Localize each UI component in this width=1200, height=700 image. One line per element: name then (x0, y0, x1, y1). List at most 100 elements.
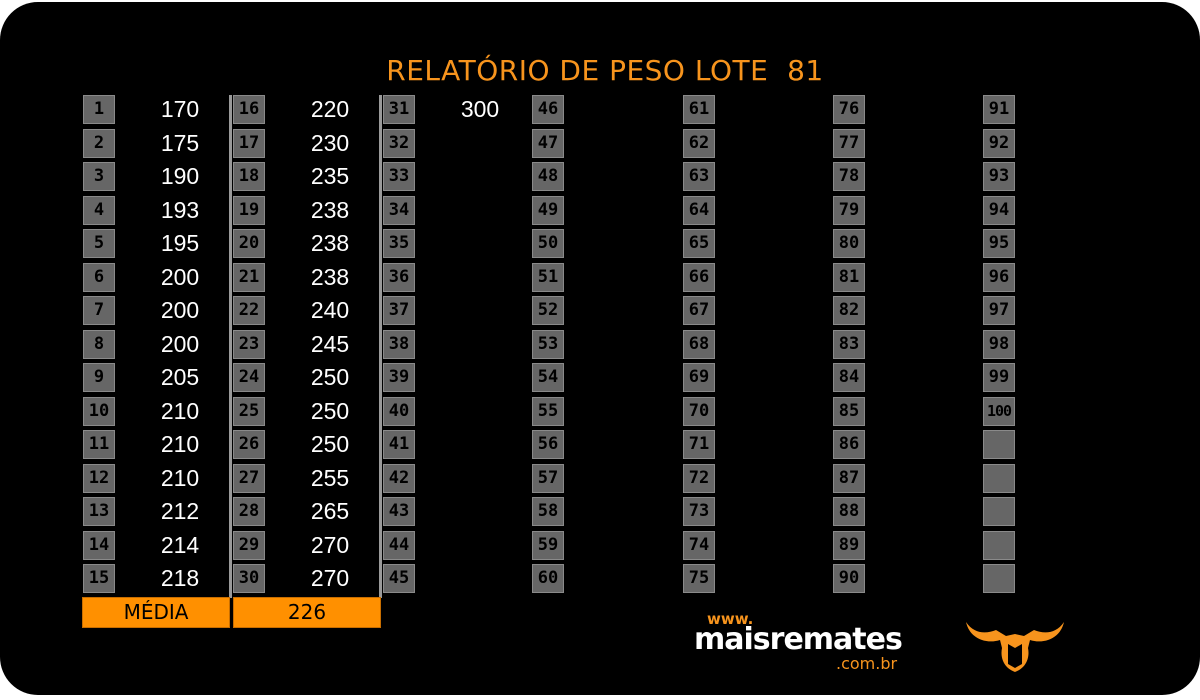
animal-number-cell: 76 (833, 95, 865, 124)
animal-number-cell: 74 (683, 530, 715, 560)
animal-weight: 240 (310, 297, 350, 323)
animal-number-cell: 91 (983, 95, 1015, 124)
animal-weight: 238 (310, 196, 350, 223)
animal-weight: 193 (160, 196, 200, 223)
animal-number-cell: 29 (233, 530, 265, 560)
animal-number-cell: 8 (83, 329, 115, 359)
animal-weight: 238 (310, 230, 350, 256)
animal-weight: 210 (160, 464, 200, 491)
animal-number-cell: 72 (683, 463, 715, 493)
animal-number-cell: 19 (233, 195, 265, 225)
animal-number-cell: 32 (383, 128, 415, 158)
animal-number-cell: 53 (532, 329, 564, 359)
animal-number-cell (983, 530, 1015, 560)
animal-number-cell: 84 (833, 363, 865, 392)
animal-number-cell: 15 (83, 564, 115, 593)
animal-weight: 214 (160, 531, 200, 558)
animal-weight: 218 (160, 565, 200, 591)
animal-number-cell: 34 (383, 195, 415, 225)
animal-number-cell: 61 (683, 95, 715, 124)
animal-number-cell: 99 (983, 363, 1015, 392)
animal-weight: 250 (310, 364, 350, 390)
animal-number-cell: 42 (383, 463, 415, 493)
average-label: MÉDIA (82, 597, 230, 628)
animal-number-cell: 60 (532, 564, 564, 593)
animal-number-cell: 22 (233, 296, 265, 325)
animal-number-cell: 69 (683, 363, 715, 392)
animal-number-cell: 41 (383, 430, 415, 459)
animal-number-cell: 62 (683, 128, 715, 158)
animal-number-cell: 67 (683, 296, 715, 325)
animal-number-cell: 59 (532, 530, 564, 560)
animal-weight: 245 (310, 330, 350, 357)
animal-weight: 270 (310, 565, 350, 591)
animal-number-cell: 35 (383, 229, 415, 258)
animal-number-cell: 5 (83, 229, 115, 258)
animal-weight: 255 (310, 464, 350, 491)
animal-number-cell: 70 (683, 396, 715, 426)
animal-weight: 238 (310, 263, 350, 290)
animal-number-cell: 86 (833, 430, 865, 459)
animal-number-cell: 38 (383, 329, 415, 359)
animal-number-cell: 51 (532, 262, 564, 292)
animal-number-cell: 18 (233, 162, 265, 191)
animal-number-cell: 93 (983, 162, 1015, 191)
animal-number-cell: 73 (683, 497, 715, 526)
animal-number-cell: 68 (683, 329, 715, 359)
animal-number-cell: 2 (83, 128, 115, 158)
animal-number-cell: 83 (833, 329, 865, 359)
animal-weight: 200 (160, 263, 200, 290)
animal-number-cell: 77 (833, 128, 865, 158)
animal-number-cell: 3 (83, 162, 115, 191)
brand-wordmark: www. maisremates .com.br (690, 610, 915, 674)
animal-number-cell: 96 (983, 262, 1015, 292)
animal-number-cell: 36 (383, 262, 415, 292)
animal-number-cell: 65 (683, 229, 715, 258)
animal-number-cell (983, 430, 1015, 459)
animal-number-cell: 78 (833, 162, 865, 191)
animal-weight: 170 (160, 96, 200, 122)
animal-number-cell: 97 (983, 296, 1015, 325)
animal-weight: 220 (310, 96, 350, 122)
animal-number-cell: 21 (233, 262, 265, 292)
animal-number-cell: 95 (983, 229, 1015, 258)
animal-number-cell: 64 (683, 195, 715, 225)
animal-number-cell: 1 (83, 95, 115, 124)
animal-number-cell: 81 (833, 262, 865, 292)
animal-number-cell (983, 463, 1015, 493)
column-divider (379, 95, 382, 598)
animal-number-cell: 43 (383, 497, 415, 526)
animal-number-cell: 40 (383, 396, 415, 426)
animal-number-cell: 27 (233, 463, 265, 493)
animal-number-cell: 80 (833, 229, 865, 258)
animal-number-cell: 24 (233, 363, 265, 392)
animal-number-cell: 100 (983, 396, 1015, 426)
animal-number-cell: 54 (532, 363, 564, 392)
animal-number-cell: 94 (983, 195, 1015, 225)
animal-number-cell: 44 (383, 530, 415, 560)
animal-number-cell: 37 (383, 296, 415, 325)
animal-number-cell: 7 (83, 296, 115, 325)
animal-number-cell: 56 (532, 430, 564, 459)
animal-weight: 230 (310, 129, 350, 156)
animal-number-cell: 87 (833, 463, 865, 493)
animal-number-cell: 45 (383, 564, 415, 593)
brand-www: www. (707, 610, 754, 628)
animal-weight: 200 (160, 297, 200, 323)
animal-number-cell (983, 497, 1015, 526)
animal-number-cell: 98 (983, 329, 1015, 359)
animal-number-cell: 25 (233, 396, 265, 426)
animal-number-cell: 75 (683, 564, 715, 593)
animal-number-cell: 92 (983, 128, 1015, 158)
average-value: 226 (233, 597, 381, 628)
animal-weight: 270 (310, 531, 350, 558)
animal-number-cell: 63 (683, 162, 715, 191)
animal-number-cell: 16 (233, 95, 265, 124)
animal-number-cell: 85 (833, 396, 865, 426)
brand-tld: .com.br (836, 654, 898, 673)
animal-number-cell: 6 (83, 262, 115, 292)
animal-number-cell: 88 (833, 497, 865, 526)
animal-number-cell: 9 (83, 363, 115, 392)
animal-number-cell: 55 (532, 396, 564, 426)
